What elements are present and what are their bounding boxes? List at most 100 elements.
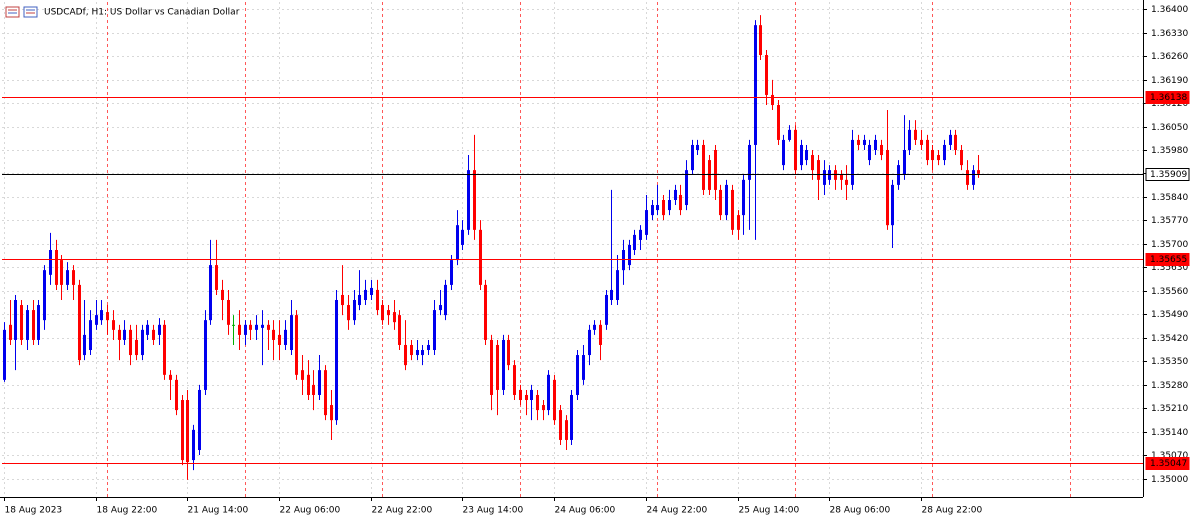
candle-body xyxy=(949,134,952,145)
candle-body xyxy=(972,170,975,185)
candle-body xyxy=(467,170,470,230)
candle-body xyxy=(20,305,23,340)
candle-body xyxy=(926,139,929,161)
candle-body xyxy=(610,289,613,301)
candle-body xyxy=(605,294,608,325)
level-label: 1.36138 xyxy=(1150,93,1187,103)
candle-body xyxy=(89,320,92,351)
y-tick-label: 1.36260 xyxy=(1151,52,1188,62)
candle-body xyxy=(398,315,401,345)
y-tick-label: 1.35140 xyxy=(1151,428,1188,438)
candle-body xyxy=(840,174,843,180)
candle-body xyxy=(238,324,241,335)
candle-body xyxy=(576,355,579,395)
candle-body xyxy=(37,305,40,340)
candle-body xyxy=(272,329,275,340)
candle-body xyxy=(353,300,356,321)
candle-body xyxy=(668,200,671,211)
level-label-box xyxy=(1145,91,1190,104)
candle-body xyxy=(788,129,791,140)
candle-body xyxy=(186,400,189,463)
candle-body xyxy=(129,329,132,356)
candle-body xyxy=(146,324,149,335)
candle-body xyxy=(651,205,654,216)
candle-body xyxy=(771,94,774,106)
candle-body xyxy=(290,315,293,351)
candle-body xyxy=(748,144,751,180)
candle-body xyxy=(152,329,155,340)
candle-body xyxy=(754,25,757,145)
candle-body xyxy=(370,287,373,295)
candle-body xyxy=(628,244,631,266)
candle-body xyxy=(565,420,568,440)
candle-body xyxy=(255,324,258,330)
x-tick-label: 25 Aug 14:00 xyxy=(739,506,800,516)
level-label: 1.35047 xyxy=(1150,459,1187,469)
x-tick-label: 22 Aug 22:00 xyxy=(372,506,433,516)
candle-body xyxy=(232,324,235,326)
candle-body xyxy=(358,294,361,306)
level-label-box xyxy=(1145,457,1190,470)
x-tick-label: 24 Aug 22:00 xyxy=(647,506,708,516)
y-tick-label: 1.36190 xyxy=(1151,76,1188,86)
candle-body xyxy=(714,149,717,190)
y-tick-label: 1.35000 xyxy=(1151,475,1188,485)
candle-body xyxy=(622,250,625,271)
candle-body xyxy=(886,149,889,226)
level-label: 1.35655 xyxy=(1150,255,1187,265)
x-tick-label: 24 Aug 06:00 xyxy=(555,506,616,516)
candle-body xyxy=(960,149,963,166)
candle-body xyxy=(851,139,854,185)
level-label-box xyxy=(1145,168,1190,181)
y-tick-label: 1.35630 xyxy=(1151,263,1188,273)
y-tick-label: 1.35210 xyxy=(1151,404,1188,414)
candle-body xyxy=(461,229,464,245)
candle-body xyxy=(857,139,860,145)
candle-body xyxy=(450,260,453,285)
candle-body xyxy=(513,365,516,395)
candle-body xyxy=(32,310,35,340)
candle-body xyxy=(473,170,476,230)
candle-body xyxy=(307,374,310,395)
candle-body xyxy=(800,144,803,166)
candle-body xyxy=(301,370,304,380)
candle-body xyxy=(324,370,327,416)
candle-body xyxy=(582,355,585,380)
candle-body xyxy=(427,344,430,351)
candle-body xyxy=(502,339,505,390)
candle-body xyxy=(937,155,940,161)
level-label: 1.35909 xyxy=(1150,170,1187,180)
candle-body xyxy=(66,270,69,285)
overlay xyxy=(2,97,1143,464)
candle-body xyxy=(3,329,6,380)
candle-body xyxy=(410,344,413,356)
candle-body xyxy=(278,334,281,345)
level-label-box xyxy=(1145,253,1190,266)
candle-body xyxy=(914,129,917,140)
candle-body xyxy=(100,310,103,321)
candle-body xyxy=(456,225,459,261)
x-tick-label: 21 Aug 14:00 xyxy=(188,506,249,516)
candle-body xyxy=(845,179,848,185)
y-tick-label: 1.35770 xyxy=(1151,216,1188,226)
candle-body xyxy=(593,324,596,330)
candle-body xyxy=(484,284,487,340)
candle-body xyxy=(811,155,814,171)
candle-body xyxy=(719,189,722,216)
candle-body xyxy=(123,329,126,340)
y-tick-label: 1.35280 xyxy=(1151,381,1188,391)
candle-body xyxy=(874,139,877,150)
candle-body xyxy=(444,284,447,316)
x-tick-label: 28 Aug 22:00 xyxy=(922,506,983,516)
candle-body xyxy=(737,215,740,230)
x-tick-label: 18 Aug 2023 xyxy=(5,506,63,516)
y-tick-label: 1.35980 xyxy=(1151,146,1188,156)
candle-body xyxy=(691,144,694,171)
candle-body xyxy=(60,260,63,285)
candle-body xyxy=(823,170,826,185)
candle-body xyxy=(49,250,52,275)
candle-body xyxy=(26,310,29,340)
candle-body xyxy=(78,284,81,361)
candle-body xyxy=(943,144,946,161)
candle-body xyxy=(204,320,207,390)
